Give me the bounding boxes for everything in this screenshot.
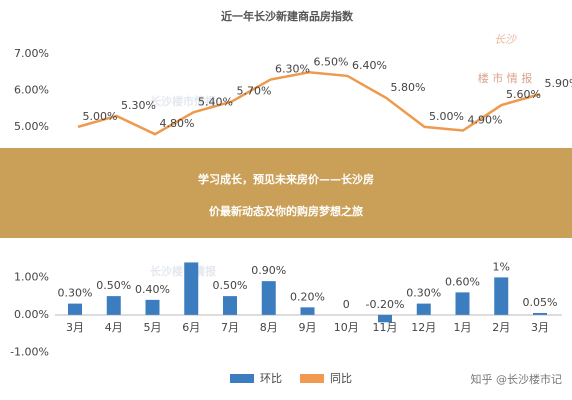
data-label: 0.50% (96, 279, 131, 292)
bar (300, 307, 315, 315)
x-tick-label: 11月 (373, 321, 398, 334)
logo: 长沙 (494, 33, 517, 46)
y-tick-label: -1.00% (10, 345, 49, 358)
x-tick-label: 3月 (531, 321, 549, 334)
x-tick-label: 5月 (144, 321, 162, 334)
bar (455, 292, 470, 315)
x-tick-label: 2月 (492, 321, 510, 334)
credit: 知乎 @长沙楼市记 (471, 372, 563, 386)
data-label: 4.80% (160, 117, 195, 130)
bar (533, 312, 547, 315)
data-label: 5.60% (506, 88, 541, 101)
x-tick-label: 3月 (66, 321, 84, 334)
data-label: 5.30% (121, 99, 156, 112)
y-tick-label: 7.00% (14, 47, 49, 60)
bar (106, 296, 121, 315)
data-label: 6.30% (275, 63, 310, 76)
x-tick-label: 7月 (221, 321, 239, 334)
x-tick-label: 4月 (105, 321, 123, 334)
legend-swatch (230, 374, 254, 383)
data-label: 5.70% (237, 84, 272, 97)
banner-text: 学习成长，预见未来房价——长沙房 (198, 172, 374, 186)
data-label: 5.40% (198, 95, 233, 108)
data-label: 1% (493, 260, 510, 273)
bar (416, 303, 431, 315)
data-label: 5.90% (545, 77, 572, 90)
data-label: 5.00% (429, 110, 464, 123)
y-tick-label: 6.00% (14, 83, 49, 96)
data-label: 0.20% (290, 290, 325, 303)
watermark: 长沙楼市情报 (150, 264, 217, 278)
data-label: 0.50% (213, 279, 248, 292)
legend-label: 同比 (330, 372, 352, 385)
logo-sub: 楼 市 情 报 (478, 71, 533, 85)
data-label: 0.30% (58, 287, 93, 300)
y-tick-label: 5.00% (14, 120, 49, 133)
bar (378, 314, 392, 323)
bar (261, 281, 276, 315)
chart-title: 近一年长沙新建商品房指数 (221, 9, 354, 23)
bar (223, 296, 237, 315)
y-tick-label: 0.00% (14, 308, 49, 321)
data-label: -0.20% (366, 298, 405, 311)
banner (0, 148, 572, 238)
legend-label: 环比 (260, 372, 282, 385)
data-label: 5.00% (83, 110, 118, 123)
bar (494, 277, 509, 315)
watermark: 长沙楼市情报 (150, 94, 217, 108)
x-tick-label: 8月 (260, 321, 278, 334)
data-label: 0.05% (523, 296, 558, 309)
data-label: 6.40% (352, 59, 387, 72)
legend-swatch (300, 374, 324, 383)
bar (184, 262, 199, 315)
x-tick-label: 1月 (454, 321, 472, 334)
line (77, 71, 541, 136)
data-label: 4.90% (468, 114, 503, 127)
x-tick-label: 10月 (334, 321, 359, 334)
data-label: 0.40% (135, 283, 170, 296)
x-tick-label: 6月 (182, 321, 200, 334)
x-tick-label: 12月 (411, 321, 436, 334)
bar (68, 303, 82, 315)
y-tick-label: 1.00% (14, 270, 49, 283)
data-label: 5.80% (391, 81, 426, 94)
data-label: 0.90% (251, 264, 286, 277)
data-label: 0.30% (406, 287, 441, 300)
data-label: 0.60% (445, 275, 480, 288)
data-label: 0 (343, 298, 350, 311)
banner-text: 价最新动态及你的购房梦想之旅 (209, 204, 363, 218)
x-tick-label: 9月 (299, 321, 317, 334)
bar (145, 299, 160, 315)
data-label: 6.50% (314, 55, 349, 68)
